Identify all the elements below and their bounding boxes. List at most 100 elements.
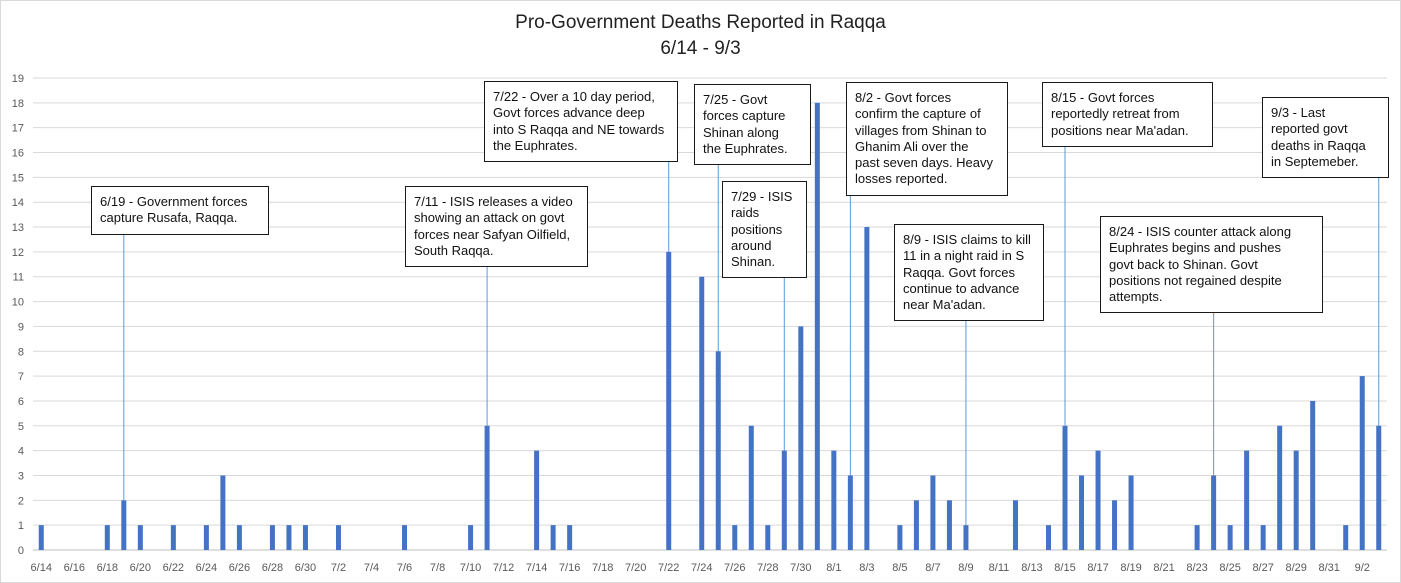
bar: [1194, 525, 1200, 550]
x-tick-label: 8/21: [1153, 562, 1174, 574]
x-tick-label: 9/2: [1355, 562, 1370, 574]
x-tick-label: 8/15: [1054, 562, 1075, 574]
bar: [715, 351, 721, 550]
bar: [1128, 475, 1134, 550]
y-tick-label: 12: [12, 247, 24, 259]
x-tick-label: 7/16: [559, 562, 580, 574]
x-tick-label: 6/28: [262, 562, 283, 574]
y-tick-label: 7: [18, 371, 24, 383]
y-tick-label: 11: [13, 272, 24, 284]
x-tick-label: 7/14: [526, 562, 547, 574]
bar: [1112, 500, 1118, 550]
bar: [913, 500, 919, 550]
bar: [1359, 376, 1365, 550]
chart-subtitle: 6/14 - 9/3: [660, 38, 741, 59]
bar: [402, 525, 408, 550]
y-tick-label: 9: [18, 321, 24, 333]
x-tick-label: 8/5: [892, 562, 907, 574]
x-tick-label: 8/31: [1318, 562, 1339, 574]
chart-title: Pro-Government Deaths Reported in Raqqa: [515, 12, 886, 33]
x-tick-label: 7/6: [397, 562, 412, 574]
bar: [1046, 525, 1051, 550]
x-tick-label: 6/14: [31, 562, 52, 574]
x-tick-label: 7/22: [658, 562, 679, 574]
y-tick-label: 15: [12, 172, 24, 184]
annotation-callout: 8/15 - Govt forces reportedly retreat fr…: [1042, 82, 1213, 147]
annotation-callout: 8/9 - ISIS claims to kill 11 in a night …: [894, 224, 1044, 322]
x-tick-label: 6/22: [163, 562, 184, 574]
x-tick-label: 7/20: [625, 562, 646, 574]
bar: [1012, 500, 1018, 550]
bar: [1376, 425, 1382, 550]
y-tick-label: 6: [18, 396, 24, 408]
y-tick-label: 4: [18, 446, 24, 458]
x-tick-label: 6/26: [229, 562, 250, 574]
y-tick-label: 8: [18, 346, 24, 358]
y-tick-label: 10: [12, 297, 24, 309]
x-tick-label: 7/10: [460, 562, 481, 574]
bar: [765, 525, 771, 550]
bar: [567, 525, 573, 550]
bar: [897, 525, 903, 550]
bar: [170, 525, 176, 550]
bar: [286, 525, 292, 550]
bar: [847, 475, 853, 550]
annotation-callout: 8/24 - ISIS counter attack along Euphrat…: [1100, 216, 1323, 314]
bar: [1277, 425, 1283, 550]
bar: [1343, 525, 1349, 550]
bar: [302, 525, 308, 550]
x-tick-label: 6/20: [130, 562, 151, 574]
annotation-callout: 7/25 - Govt forces capture Shinan along …: [694, 84, 811, 166]
annotation-callout: 7/11 - ISIS releases a video showing an …: [405, 186, 588, 268]
bar: [1260, 525, 1266, 550]
x-tick-label: 8/29: [1285, 562, 1306, 574]
x-tick-label: 6/18: [97, 562, 118, 574]
x-tick-label: 7/12: [493, 562, 514, 574]
x-tick-label: 7/26: [724, 562, 745, 574]
bar: [963, 525, 969, 550]
x-tick-label: 7/18: [592, 562, 613, 574]
bar: [798, 326, 804, 550]
bar: [1079, 475, 1085, 550]
x-tick-label: 8/23: [1186, 562, 1207, 574]
bar: [1062, 425, 1068, 550]
annotation-callout: 6/19 - Government forces capture Rusafa,…: [91, 186, 269, 235]
bar: [236, 525, 242, 550]
bar: [946, 500, 952, 550]
bar: [1310, 400, 1316, 550]
x-tick-label: 6/24: [196, 562, 217, 574]
bar: [864, 227, 870, 551]
bar: [699, 276, 705, 550]
bar: [104, 525, 110, 550]
x-tick-label: 8/3: [859, 562, 874, 574]
y-tick-label: 18: [12, 98, 24, 110]
bar: [748, 425, 754, 550]
x-tick-label: 8/17: [1087, 562, 1108, 574]
annotation-callout: 9/3 - Last reported govt deaths in Raqqa…: [1262, 97, 1389, 179]
y-tick-label: 2: [18, 495, 24, 507]
y-tick-label: 14: [12, 197, 24, 209]
bar: [269, 525, 275, 550]
y-tick-label: 3: [18, 470, 24, 482]
bar: [1293, 450, 1299, 550]
x-tick-label: 8/19: [1120, 562, 1141, 574]
x-tick-label: 7/24: [691, 562, 712, 574]
bar: [1227, 525, 1233, 550]
bar: [781, 450, 787, 550]
bar: [468, 525, 474, 550]
bar: [534, 450, 540, 550]
bar: [203, 525, 209, 550]
x-tick-label: 6/30: [295, 562, 316, 574]
x-tick-label: 6/16: [64, 562, 85, 574]
bar: [1211, 475, 1217, 550]
bar: [1095, 450, 1101, 550]
annotation-callout: 8/2 - Govt forces confirm the capture of…: [846, 82, 1008, 196]
x-tick-label: 7/2: [331, 562, 346, 574]
y-tick-label: 16: [12, 148, 24, 160]
x-tick-label: 7/4: [364, 562, 379, 574]
x-tick-label: 8/25: [1219, 562, 1240, 574]
x-tick-label: 8/9: [958, 562, 973, 574]
bar: [121, 500, 127, 550]
bar: [137, 525, 143, 550]
